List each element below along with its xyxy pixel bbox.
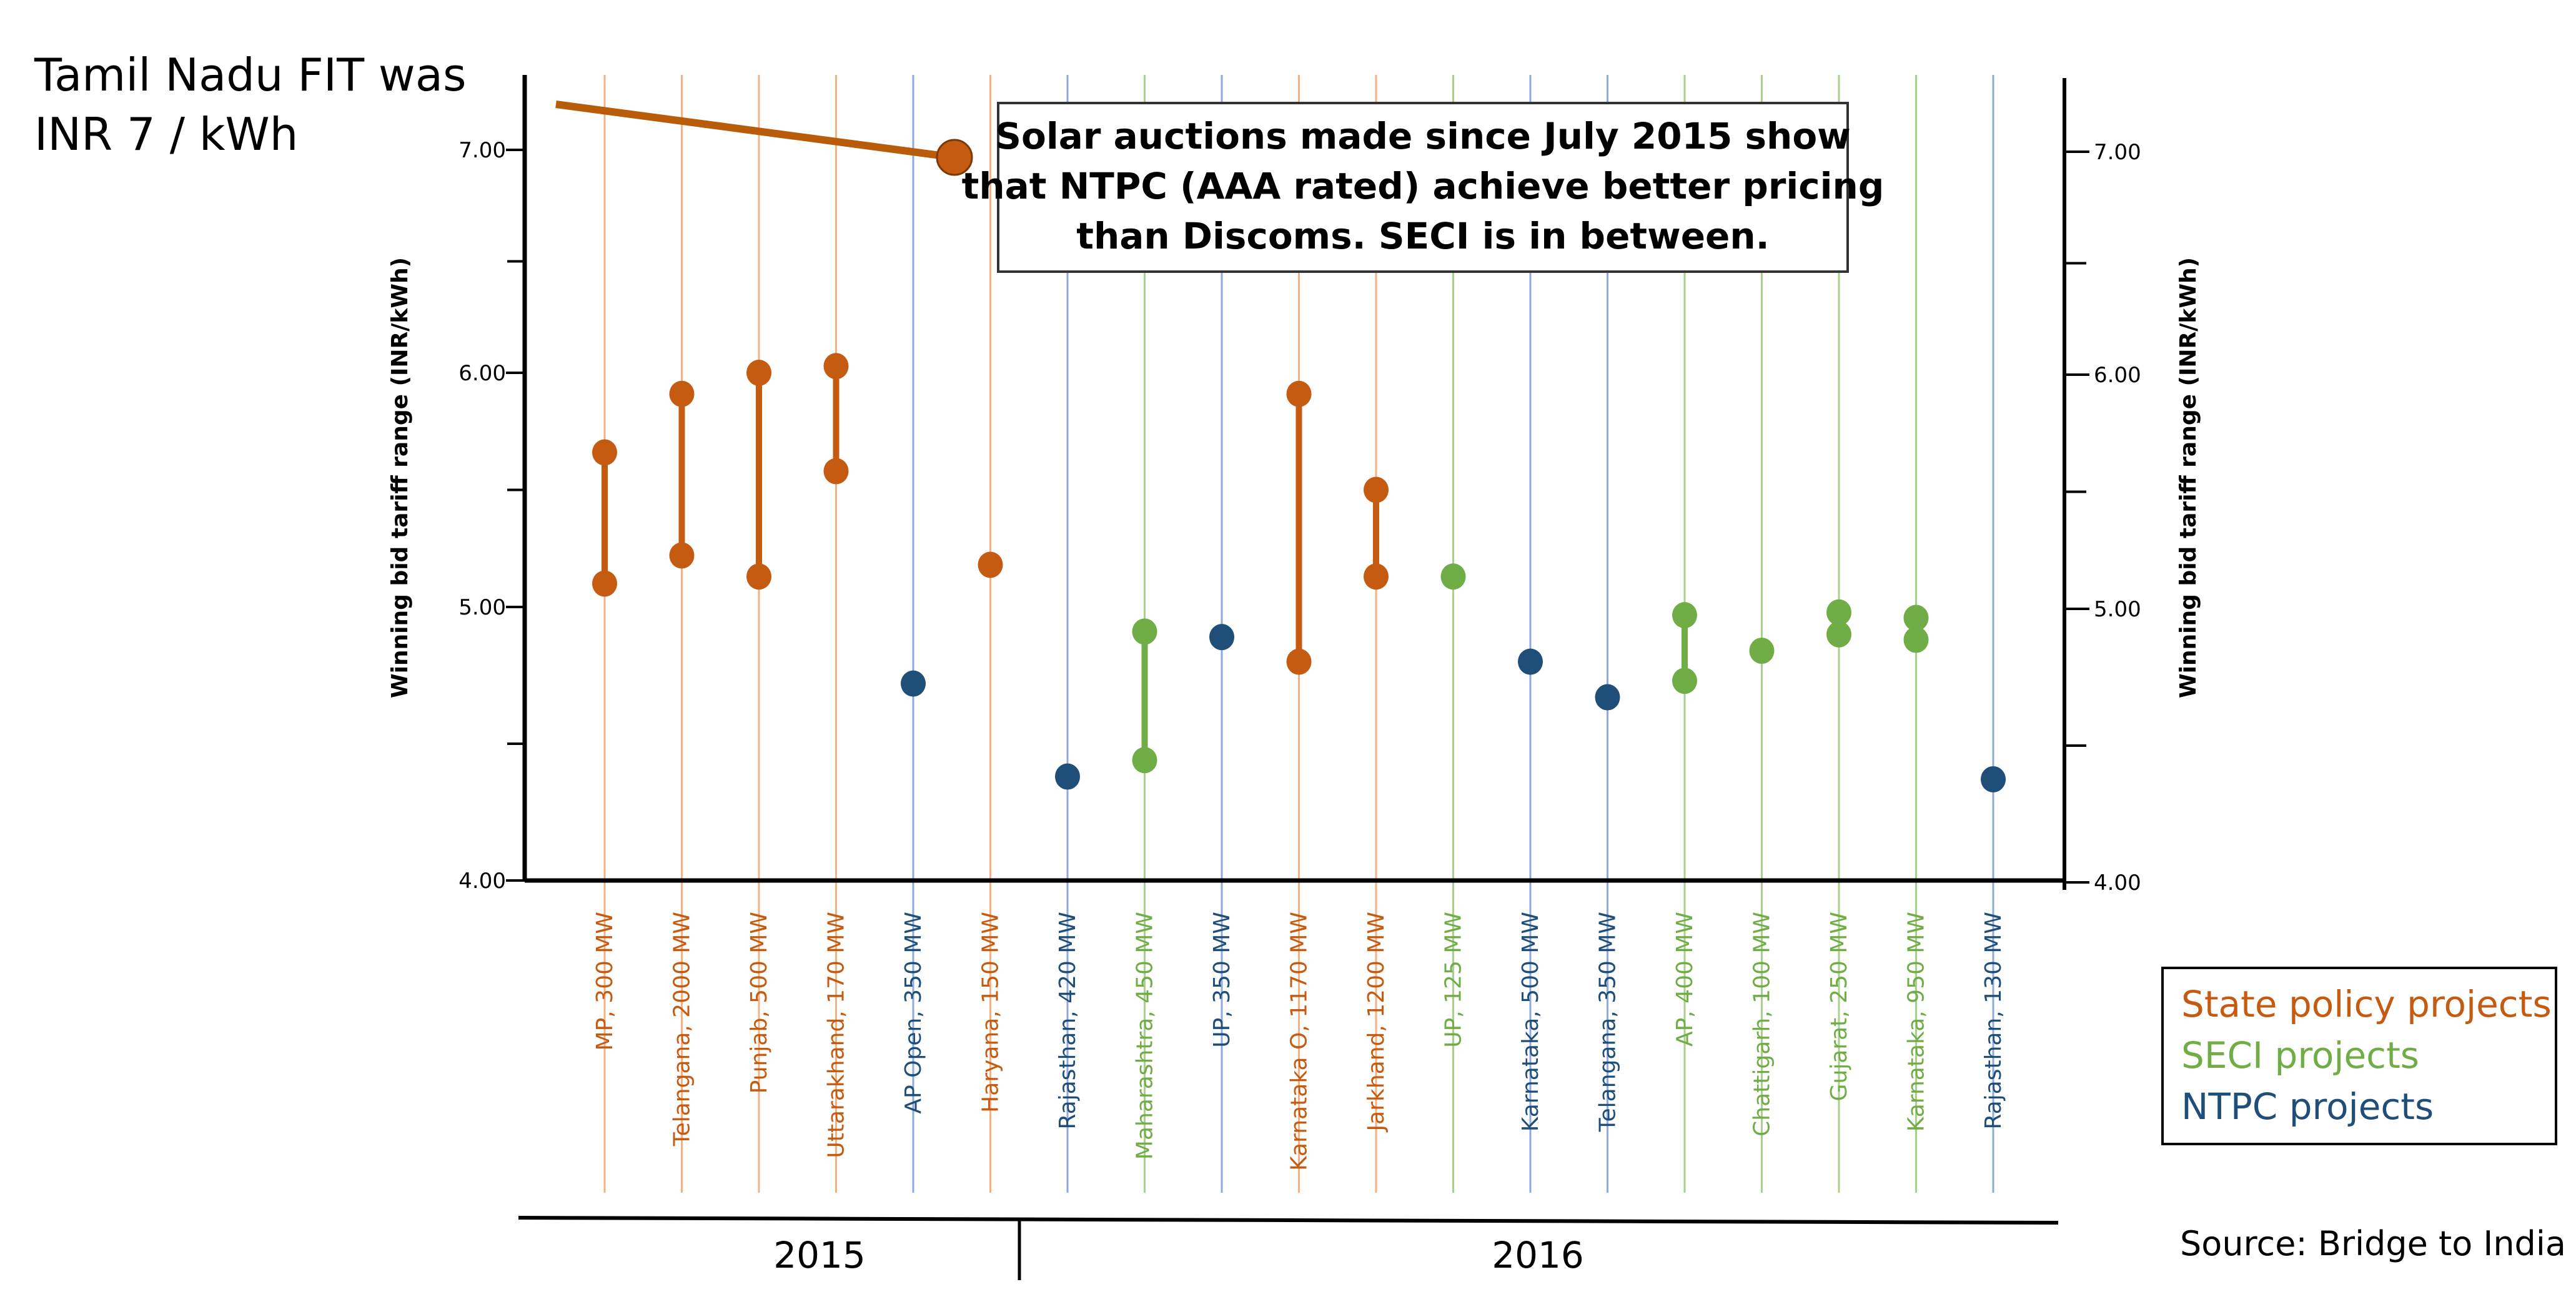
low-point — [1826, 621, 1851, 648]
right-y-axis-title: Winning bid tariff range (INR/kWh) — [2176, 257, 2201, 698]
legend-seci: SECI projects — [2181, 1034, 2419, 1077]
category-label: Uttarakhand, 170 MW — [824, 912, 850, 1158]
category-label: Jarkhand, 1200 MW — [1364, 912, 1389, 1132]
left-y-axis-title: Winning bid tariff range (INR/kWh) — [387, 257, 413, 698]
legend-state: State policy projects — [2181, 983, 2552, 1025]
category-label: Karnataka O, 1170 MW — [1287, 912, 1312, 1171]
y-tick-label: 5.00 — [458, 595, 506, 620]
category-label: Rajasthan, 420 MW — [1055, 912, 1081, 1130]
low-point — [1209, 624, 1234, 651]
category-label: Karnataka, 950 MW — [1904, 912, 1930, 1132]
category-label: Haryana, 150 MW — [978, 912, 1004, 1113]
low-point — [1286, 648, 1312, 675]
year-2016-label: 2016 — [1492, 1234, 1584, 1276]
year-2015-label: 2015 — [773, 1234, 866, 1276]
category-label: Gujarat, 250 MW — [1826, 912, 1852, 1101]
callout-line3: than Discoms. SECI is in between. — [1076, 215, 1769, 257]
high-point — [823, 353, 849, 380]
y-tick-label: 4.00 — [2094, 871, 2141, 895]
y-tick-label: 7.00 — [458, 138, 506, 163]
legend-ntpc: NTPC projects — [2181, 1085, 2434, 1128]
low-point — [1672, 668, 1697, 694]
y-tick-label: 7.00 — [2094, 140, 2141, 165]
high-point — [746, 360, 771, 386]
y-tick-label: 4.00 — [458, 869, 506, 894]
right-y-ticks: 4.00 5.00 6.00 7.00 — [2064, 140, 2141, 895]
high-point — [1903, 604, 1929, 631]
category-label: Karnataka, 500 MW — [1518, 912, 1543, 1132]
low-point — [1518, 648, 1543, 675]
category-label: Maharashtra, 450 MW — [1132, 912, 1158, 1160]
high-point — [1672, 602, 1697, 629]
low-point — [746, 563, 771, 590]
category-label: AP Open, 350 MW — [901, 912, 926, 1114]
low-point — [669, 542, 695, 569]
low-point — [901, 670, 926, 697]
callout-line1: Solar auctions made since July 2015 show — [995, 115, 1851, 157]
category-label: Punjab, 500 MW — [746, 912, 772, 1093]
fit-note-line1: Tamil Nadu FIT was — [34, 49, 466, 101]
low-point — [1595, 684, 1620, 711]
category-labels: MP, 300 MW Telangana, 2000 MW Punjab, 500 … — [592, 912, 2006, 1171]
fit-note-line2: INR 7 / kWh — [34, 108, 298, 160]
category-label: Rajasthan, 130 MW — [1981, 912, 2006, 1130]
category-label: MP, 300 MW — [592, 912, 618, 1050]
low-point — [1981, 766, 2006, 792]
left-y-ticks: 4.00 5.00 6.00 7.00 — [458, 138, 525, 894]
high-point — [1132, 618, 1157, 645]
tamil-nadu-fit-line — [555, 101, 955, 161]
low-point — [1749, 638, 1775, 664]
high-point — [1286, 380, 1312, 407]
callout-line2: that NTPC (AAA rated) achieve better pri… — [962, 165, 1885, 207]
legend-box — [2161, 967, 2557, 1145]
high-point — [1826, 599, 1851, 626]
category-label: Telangana, 2000 MW — [670, 912, 695, 1147]
low-point — [592, 570, 617, 597]
low-point — [1903, 626, 1929, 653]
low-point — [1132, 747, 1157, 774]
category-label: AP, 400 MW — [1672, 912, 1698, 1047]
high-point — [1364, 476, 1389, 503]
low-point — [1055, 763, 1080, 790]
category-label: Chattigarh, 100 MW — [1750, 912, 1775, 1137]
callout-box — [997, 102, 1849, 273]
y-tick-label: 6.00 — [458, 361, 506, 386]
category-label: UP, 125 MW — [1441, 912, 1467, 1048]
low-point — [1364, 563, 1389, 590]
source-note: Source: Bridge to India — [2180, 1224, 2566, 1263]
category-label: UP, 350 MW — [1209, 912, 1235, 1048]
high-point — [592, 439, 617, 466]
category-label: Telangana, 350 MW — [1595, 912, 1621, 1132]
y-tick-label: 6.00 — [2094, 363, 2141, 388]
y-tick-label: 5.00 — [2094, 597, 2141, 622]
low-point — [978, 551, 1003, 578]
year-axis-line — [518, 1216, 2059, 1225]
high-point — [669, 380, 695, 407]
data-marks — [592, 353, 2006, 792]
low-point — [1440, 563, 1466, 590]
tamil-nadu-fit-marker — [936, 139, 973, 176]
low-point — [823, 458, 849, 485]
